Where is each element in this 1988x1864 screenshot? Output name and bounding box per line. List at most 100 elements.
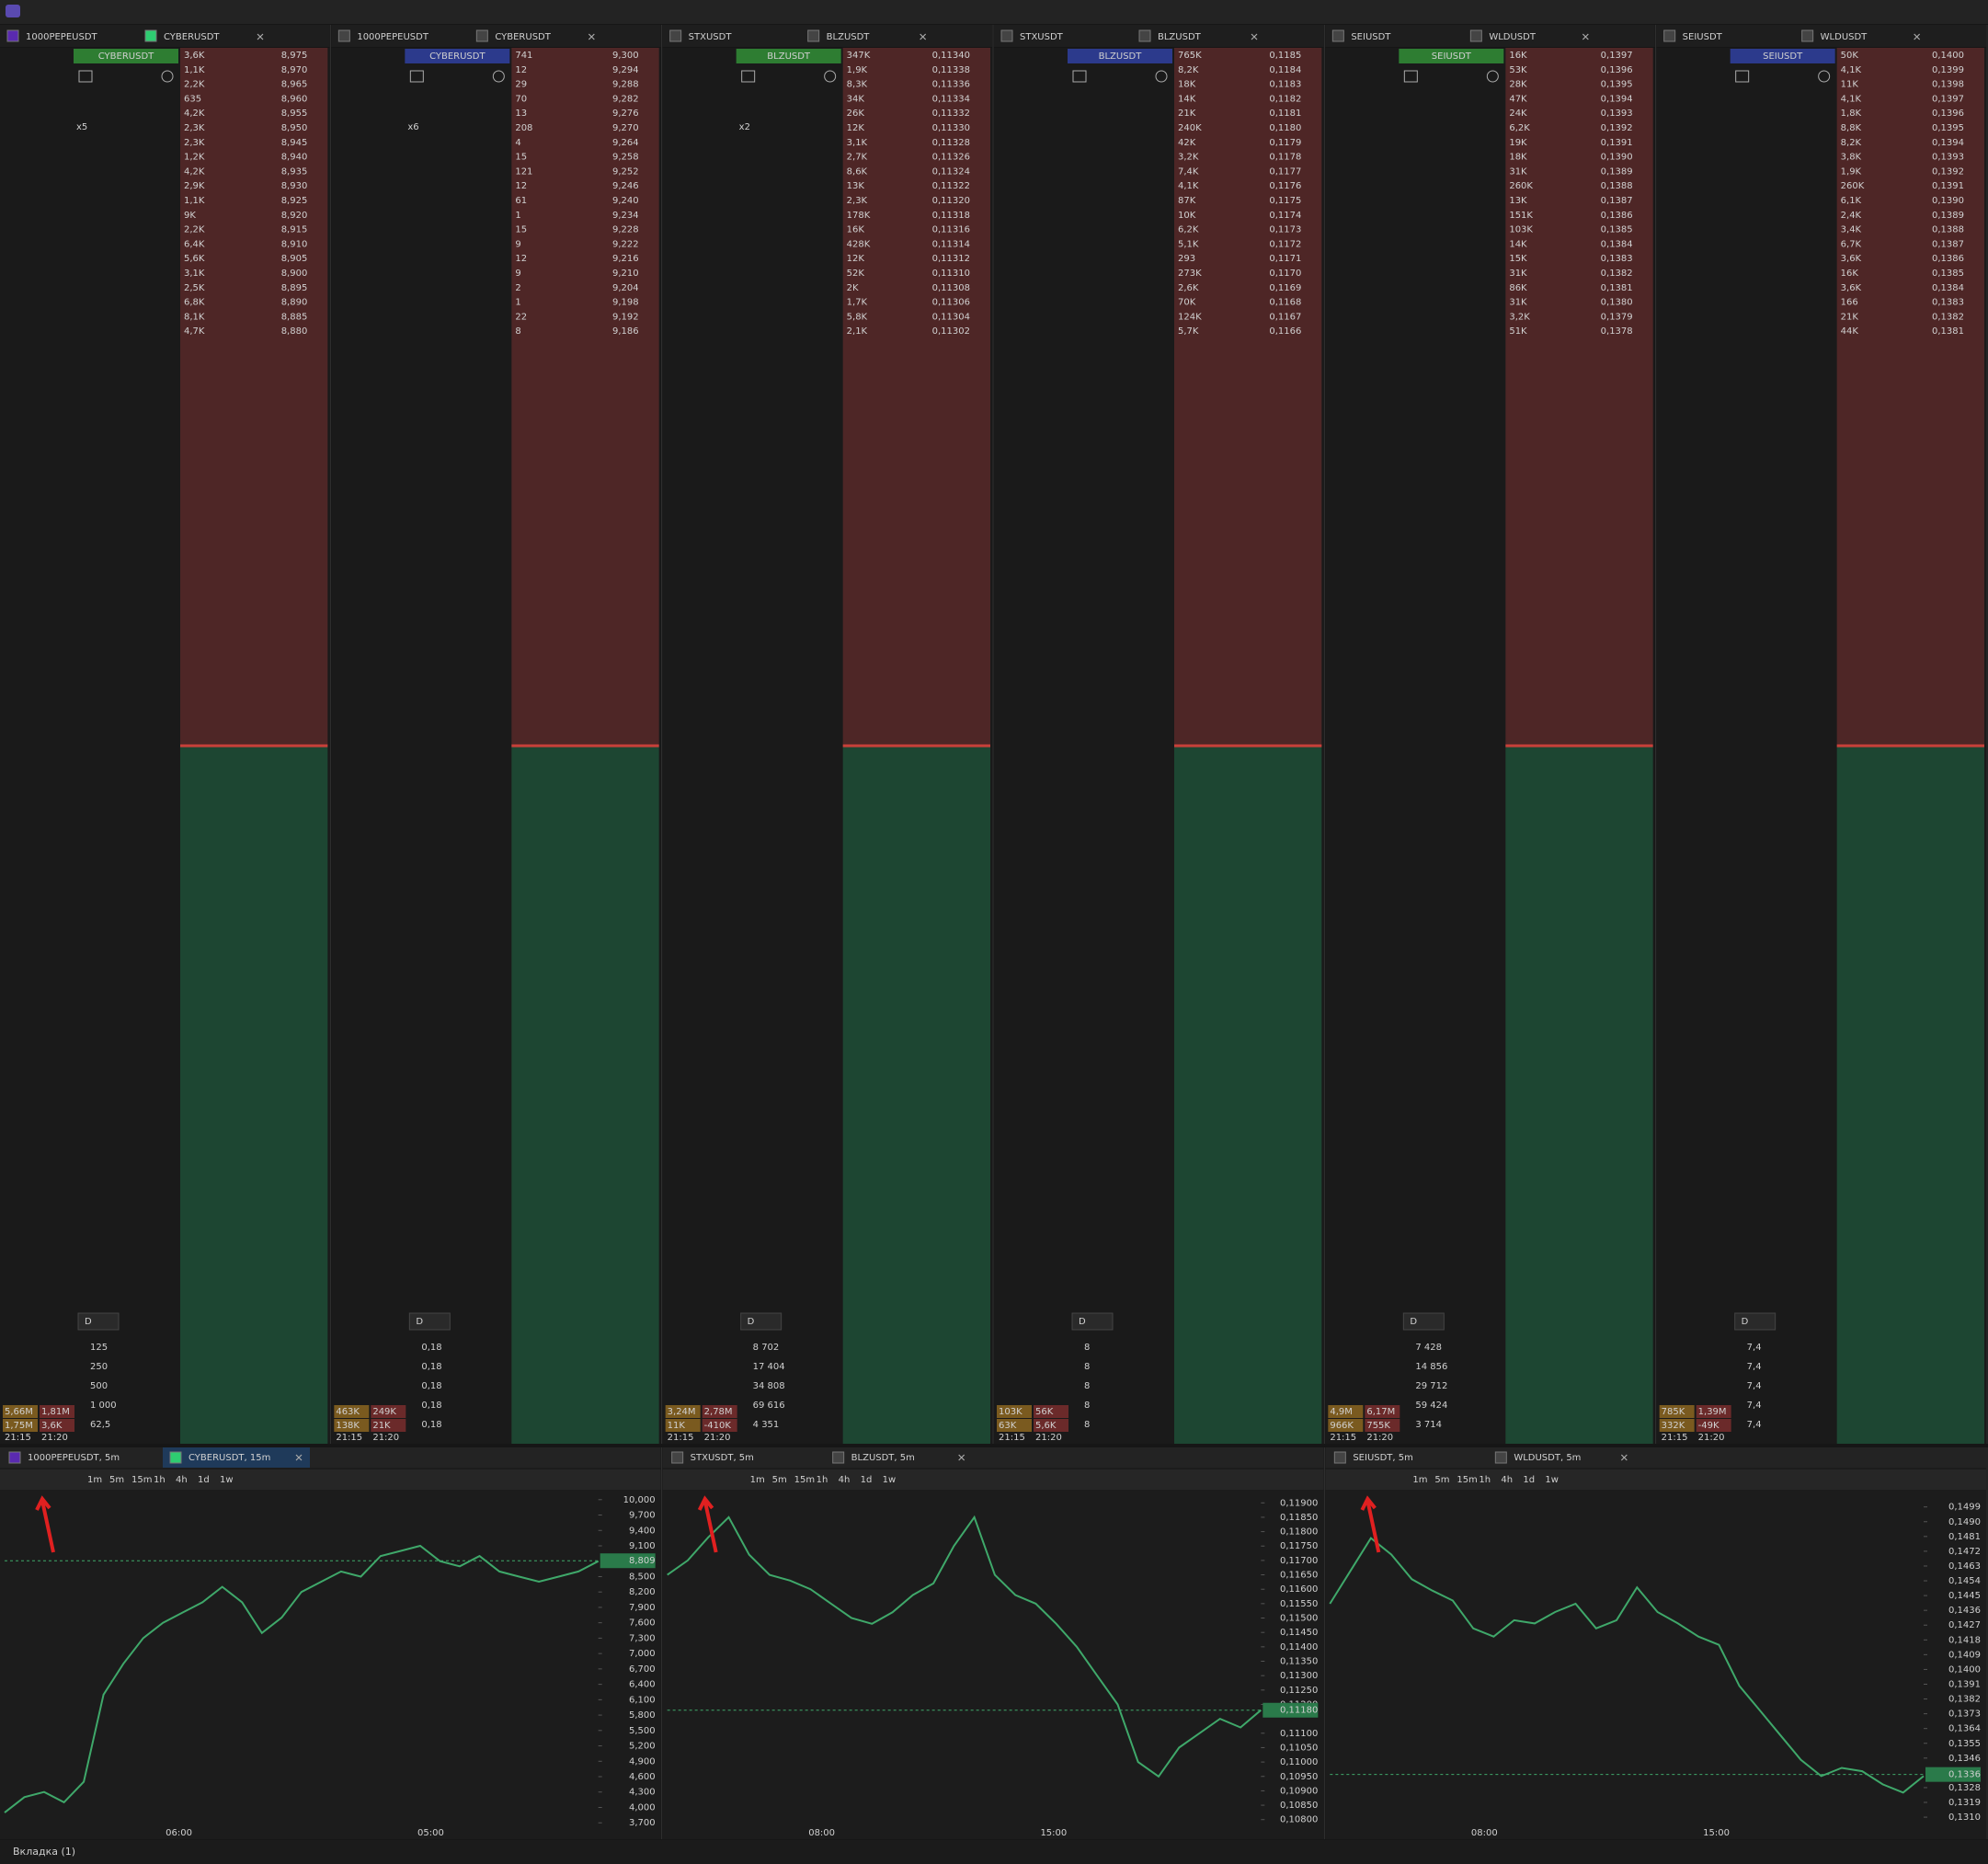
tab-icon[interactable] xyxy=(1801,29,1814,42)
tab-icon[interactable] xyxy=(832,1451,845,1464)
size-preset[interactable]: 59 424 xyxy=(1415,1401,1447,1411)
timeframe-button[interactable]: 4h xyxy=(839,1475,851,1485)
tab-label[interactable]: STXUSDT xyxy=(1020,32,1064,42)
size-preset[interactable]: 8 702 xyxy=(753,1343,780,1353)
timeframe-button[interactable]: 1h xyxy=(154,1475,166,1485)
tab-label[interactable]: CYBERUSDT xyxy=(495,32,551,42)
chart-icon[interactable] xyxy=(78,70,93,83)
size-preset[interactable]: 0,18 xyxy=(421,1420,441,1430)
tab-label[interactable]: CYBERUSDT xyxy=(164,32,220,42)
timeframe-button[interactable]: 15m xyxy=(794,1475,815,1485)
chart-tab-label[interactable]: SEIUSDT, 5m xyxy=(1353,1453,1413,1463)
chart-tab-label[interactable]: STXUSDT, 5m xyxy=(691,1453,754,1463)
dropdown-value[interactable]: D xyxy=(1079,1317,1086,1327)
tab-icon[interactable] xyxy=(475,29,488,42)
chart-icon[interactable] xyxy=(1072,70,1087,83)
close-icon[interactable] xyxy=(588,33,595,40)
tab-icon[interactable] xyxy=(144,29,157,42)
dropdown[interactable] xyxy=(408,1312,451,1331)
size-preset[interactable]: 0,18 xyxy=(421,1362,441,1372)
settings-icon[interactable] xyxy=(1818,70,1831,83)
size-preset[interactable]: 17 404 xyxy=(753,1362,785,1372)
chart-tab-label[interactable]: WLDUSDT, 5m xyxy=(1514,1453,1581,1463)
size-preset[interactable]: 7,4 xyxy=(1747,1420,1762,1430)
settings-icon[interactable] xyxy=(1486,70,1499,83)
size-preset[interactable]: 62,5 xyxy=(90,1420,110,1430)
size-preset[interactable]: 0,18 xyxy=(421,1381,441,1391)
tab-label[interactable]: 1000PEPEUSDT xyxy=(357,32,429,42)
chart-tab-label[interactable]: BLZUSDT, 5m xyxy=(851,1453,915,1463)
timeframe-button[interactable]: 1w xyxy=(220,1475,234,1485)
dropdown[interactable] xyxy=(1402,1312,1445,1331)
dropdown-value[interactable]: D xyxy=(416,1317,423,1327)
close-icon[interactable] xyxy=(1251,33,1258,40)
tab-label[interactable]: BLZUSDT xyxy=(1158,32,1202,42)
size-preset[interactable]: 500 xyxy=(90,1381,108,1391)
size-preset[interactable]: 8 xyxy=(1084,1401,1090,1411)
timeframe-button[interactable]: 15m xyxy=(1457,1475,1477,1485)
size-preset[interactable]: 125 xyxy=(90,1343,108,1353)
workspace-tab[interactable]: Вкладка (1) xyxy=(13,1846,75,1858)
size-preset[interactable]: 14 856 xyxy=(1415,1362,1447,1372)
size-preset[interactable]: 34 808 xyxy=(753,1381,785,1391)
tab-icon[interactable] xyxy=(1000,29,1013,42)
close-icon[interactable] xyxy=(257,33,264,40)
size-preset[interactable]: 7,4 xyxy=(1747,1362,1762,1372)
tab-icon[interactable] xyxy=(337,29,350,42)
size-preset[interactable]: 29 712 xyxy=(1415,1381,1447,1391)
timeframe-button[interactable]: 1w xyxy=(1545,1475,1559,1485)
size-preset[interactable]: 8 xyxy=(1084,1362,1090,1372)
timeframe-button[interactable]: 1h xyxy=(1479,1475,1491,1485)
tab-label[interactable]: 1000PEPEUSDT xyxy=(26,32,98,42)
tab-icon[interactable] xyxy=(1663,29,1676,42)
size-preset[interactable]: 0,18 xyxy=(421,1343,441,1353)
timeframe-button[interactable]: 1d xyxy=(861,1475,873,1485)
close-icon[interactable] xyxy=(295,1454,303,1461)
timeframe-button[interactable]: 1h xyxy=(817,1475,828,1485)
timeframe-button[interactable]: 4h xyxy=(1501,1475,1513,1485)
timeframe-button[interactable]: 5m xyxy=(772,1475,787,1485)
tab-icon[interactable] xyxy=(1138,29,1151,42)
tab-icon[interactable] xyxy=(807,29,820,42)
close-icon[interactable] xyxy=(1620,1454,1628,1461)
size-preset[interactable]: 1 000 xyxy=(90,1401,117,1411)
timeframe-button[interactable]: 15m xyxy=(131,1475,152,1485)
dropdown[interactable] xyxy=(740,1312,783,1331)
chart-icon[interactable] xyxy=(409,70,424,83)
chart-icon[interactable] xyxy=(741,70,756,83)
tab-icon[interactable] xyxy=(6,29,19,42)
dropdown[interactable] xyxy=(1071,1312,1114,1331)
settings-icon[interactable] xyxy=(161,70,174,83)
tab-icon[interactable] xyxy=(1494,1451,1507,1464)
settings-icon[interactable] xyxy=(1155,70,1168,83)
chart-tab-label[interactable]: CYBERUSDT, 15m xyxy=(189,1453,270,1463)
dropdown-value[interactable]: D xyxy=(1410,1317,1417,1327)
tab-icon[interactable] xyxy=(1469,29,1482,42)
timeframe-button[interactable]: 1d xyxy=(1523,1475,1535,1485)
size-preset[interactable]: 4 351 xyxy=(753,1420,780,1430)
size-preset[interactable]: 250 xyxy=(90,1362,108,1372)
tab-icon[interactable] xyxy=(1331,29,1344,42)
tab-icon[interactable] xyxy=(669,29,682,42)
close-icon[interactable] xyxy=(920,33,927,40)
dropdown-value[interactable]: D xyxy=(748,1317,755,1327)
timeframe-button[interactable]: 1m xyxy=(750,1475,765,1485)
size-preset[interactable]: 8 xyxy=(1084,1420,1090,1430)
timeframe-button[interactable]: 5m xyxy=(1434,1475,1449,1485)
dropdown-value[interactable]: D xyxy=(85,1317,92,1327)
dropdown-value[interactable]: D xyxy=(1742,1317,1749,1327)
size-preset[interactable]: 3 714 xyxy=(1415,1420,1442,1430)
size-preset[interactable]: 69 616 xyxy=(753,1401,785,1411)
timeframe-button[interactable]: 1m xyxy=(1412,1475,1427,1485)
chart-icon[interactable] xyxy=(1735,70,1750,83)
tab-label[interactable]: WLDUSDT xyxy=(1489,32,1537,42)
timeframe-button[interactable]: 1w xyxy=(883,1475,897,1485)
timeframe-button[interactable]: 1d xyxy=(198,1475,210,1485)
timeframe-button[interactable]: 5m xyxy=(109,1475,124,1485)
tab-label[interactable]: BLZUSDT xyxy=(827,32,871,42)
size-preset[interactable]: 7,4 xyxy=(1747,1343,1762,1353)
size-preset[interactable]: 7,4 xyxy=(1747,1401,1762,1411)
tab-label[interactable]: STXUSDT xyxy=(689,32,733,42)
timeframe-button[interactable]: 4h xyxy=(176,1475,188,1485)
settings-icon[interactable] xyxy=(492,70,505,83)
